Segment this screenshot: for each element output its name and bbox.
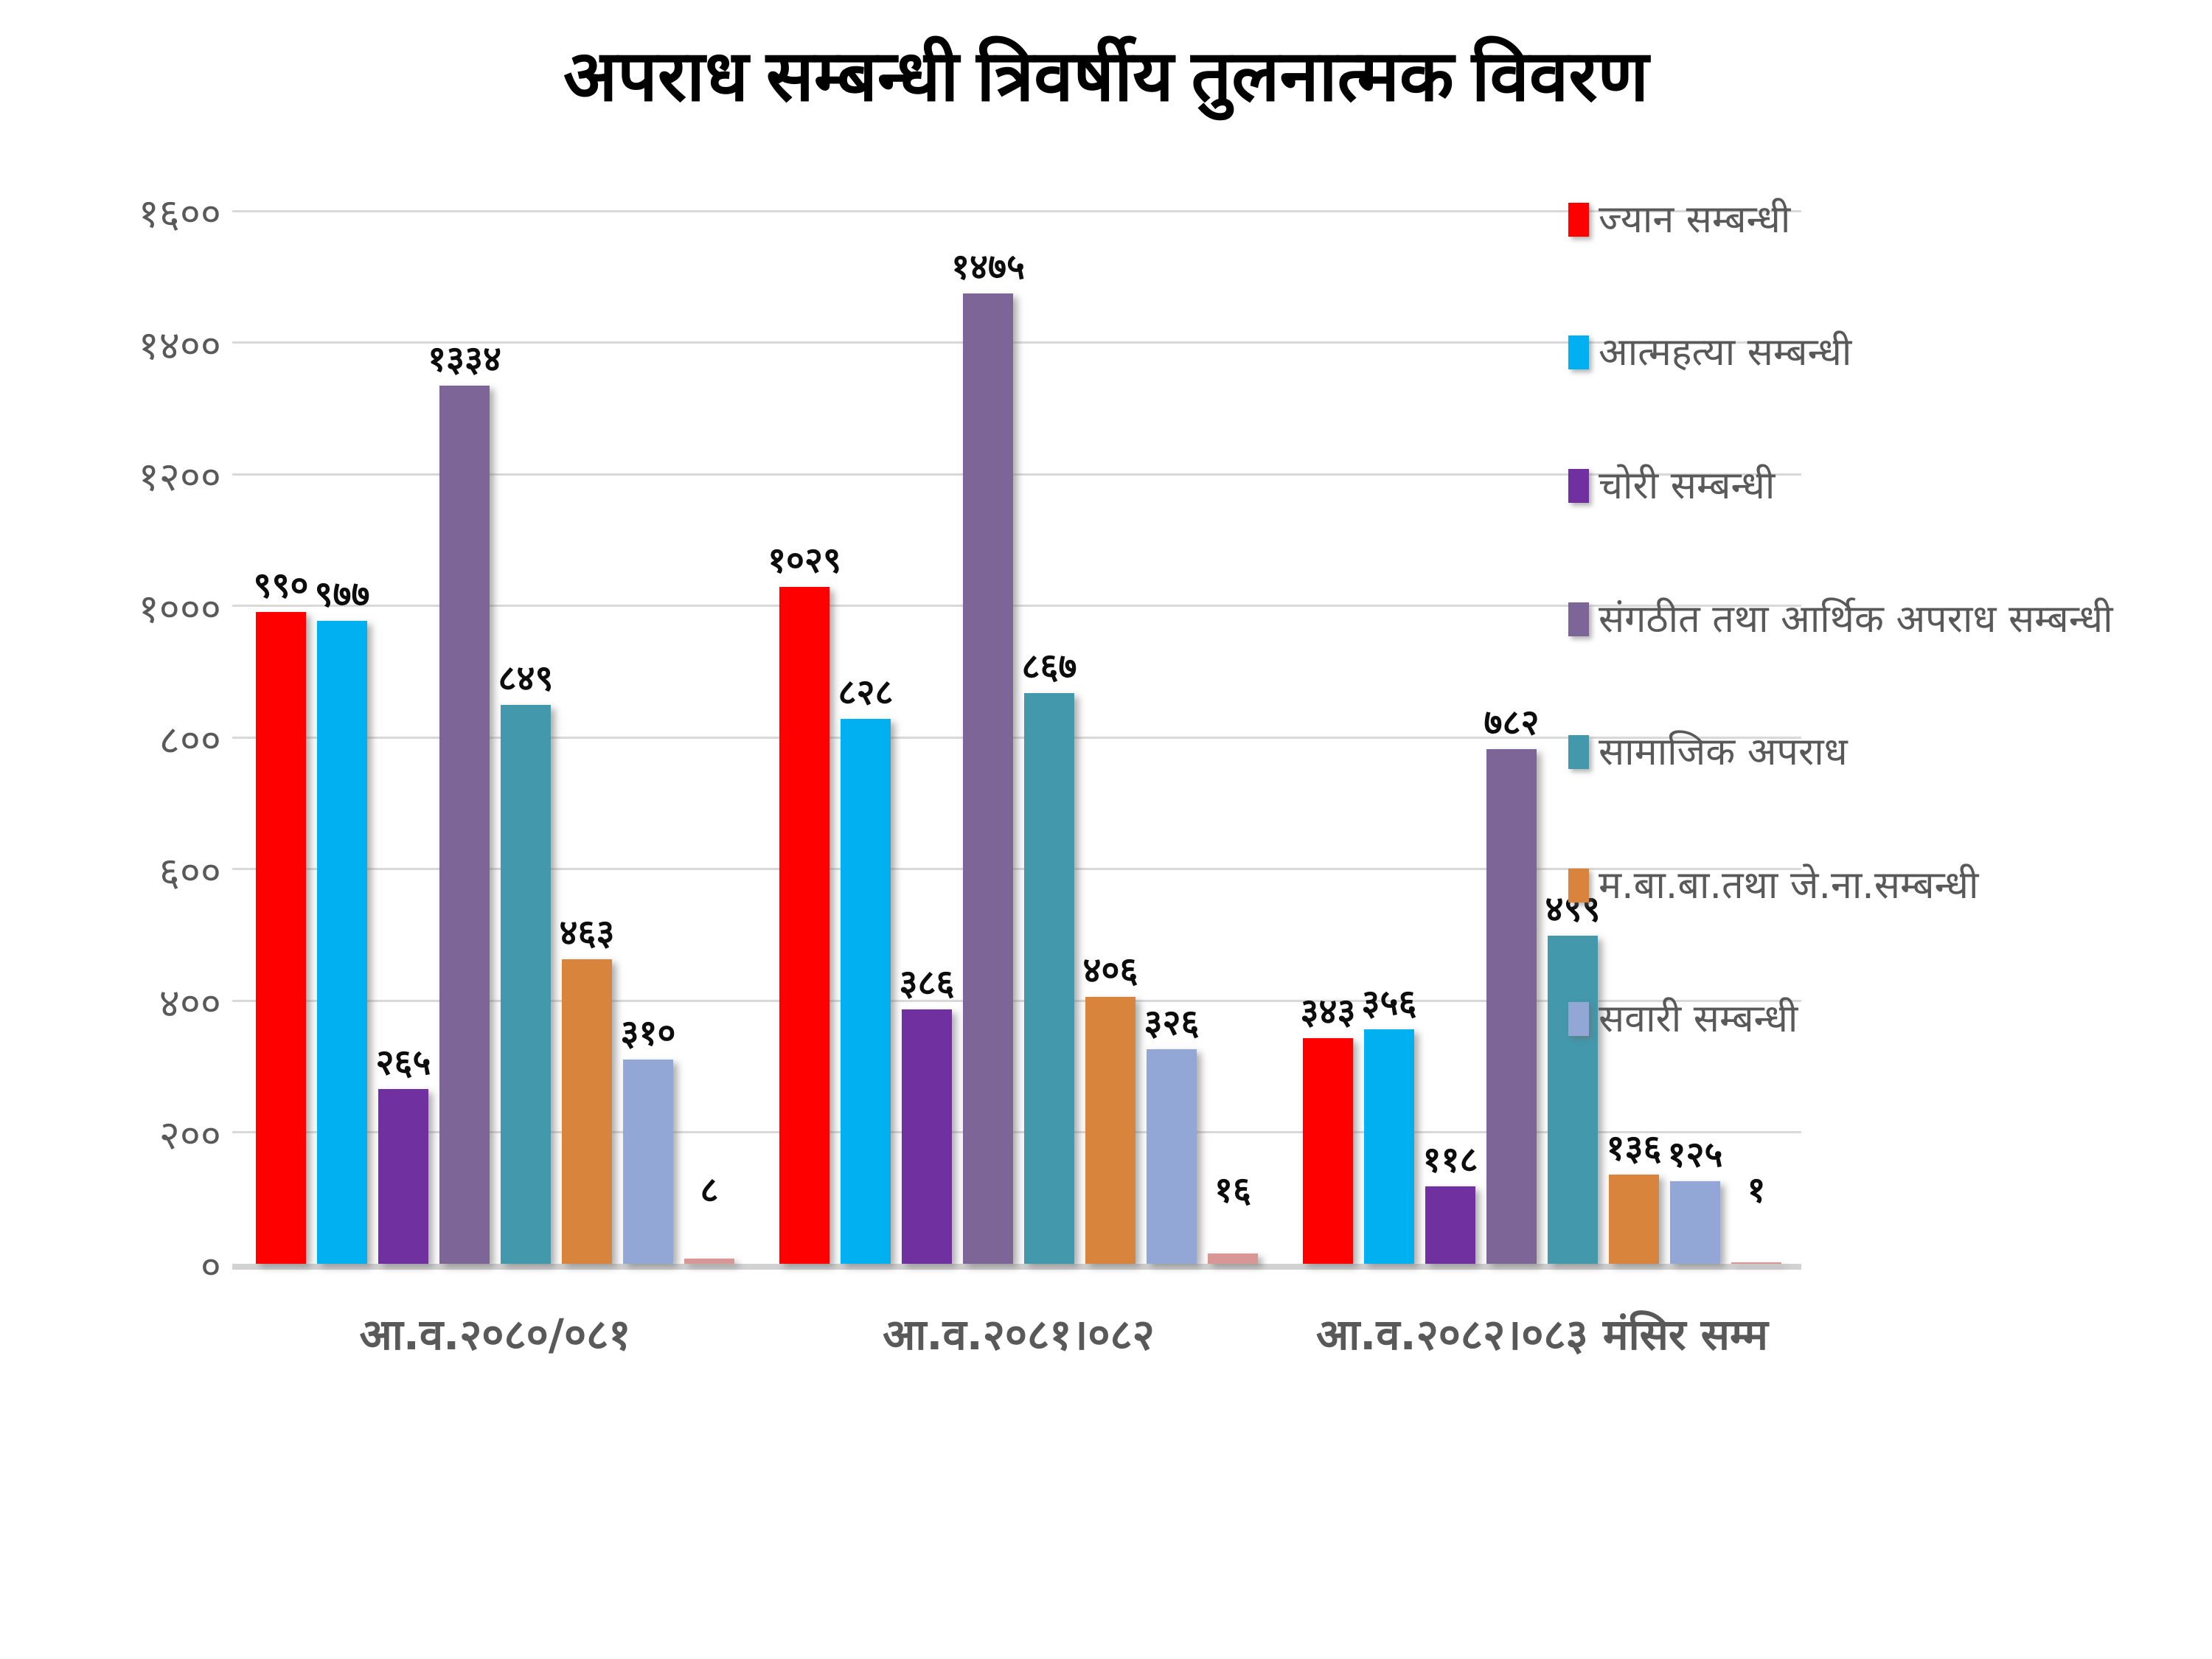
gridline [232,473,1801,476]
x-axis-category-label: आ.व.२०८१।०८२ [883,1310,1155,1360]
bar-value-label: ३५६ [1361,982,1417,1024]
bar [1085,996,1135,1264]
bar-value-label: ९७७ [314,574,370,616]
bar-value-label: ७८२ [1484,702,1540,744]
bar-value-label: १४७५ [951,246,1025,288]
legend-label: संगठीत तथा आर्थिक अपराध सम्बन्धी [1599,597,2113,641]
legend-swatch [1568,869,1589,902]
bar [1024,693,1074,1264]
bar [963,293,1013,1264]
bar [623,1060,673,1264]
legend-swatch [1568,1002,1589,1036]
y-axis-tick-label: १२०० [138,453,221,500]
bar [1670,1181,1720,1264]
bar [439,386,490,1264]
chart-title: अपराध सम्बन्धी त्रिवर्षीय तुलनात्मक विवर… [563,37,1649,116]
bar [1609,1174,1659,1264]
bar-value-label: १३३४ [428,338,501,380]
bar-value-label: २६५ [375,1042,431,1084]
y-axis-tick-label: ८०० [159,717,221,763]
legend-swatch [1568,335,1589,369]
x-axis-line [232,1264,1801,1270]
bar-value-label: ३१० [620,1012,676,1054]
bar [1486,749,1537,1264]
bar [378,1089,428,1264]
legend-label: म.बा.बा.तथा जे.ना.सम्बन्धी [1599,863,1979,908]
bar-value-label: १३६ [1606,1127,1662,1169]
legend-swatch [1568,469,1589,503]
y-axis-tick-label: २०० [159,1111,221,1158]
y-axis-tick-label: ४०० [159,980,221,1026]
bar [501,705,551,1264]
gridline [232,736,1801,739]
bar [1147,1049,1197,1264]
y-axis-tick-label: १४०० [138,321,221,369]
y-axis-tick-label: १६०० [138,190,221,237]
bar [841,719,891,1264]
bar [317,621,367,1264]
bar-value-label: ८२८ [838,672,894,713]
bar-value-label: ८४९ [498,658,554,700]
y-axis-tick-label: ६०० [159,848,221,895]
bar [562,959,612,1264]
bar [902,1009,952,1264]
bar [684,1258,734,1264]
bar-value-label: १०२९ [768,539,841,581]
bar [1303,1037,1353,1264]
legend-swatch [1568,602,1589,636]
gridline [232,868,1801,870]
bar-value-label: ४०६ [1082,949,1138,991]
bar [1208,1253,1258,1264]
gridline [232,999,1801,1002]
bar-value-label: ३४३ [1300,990,1356,1032]
bar [1364,1029,1414,1264]
bar-value-label: ३८६ [899,962,955,1004]
bar-value-label: ३२६ [1144,1002,1200,1044]
y-axis-tick-label: १००० [138,585,221,632]
gridline [232,341,1801,344]
legend-swatch [1568,203,1589,237]
bar-value-label: ८६७ [1021,646,1077,688]
legend-label: चोरी सम्बन्धी [1599,464,1775,508]
legend-label: ज्यान सम्बन्धी [1599,198,1791,242]
x-axis-category-label: आ.व.२०८२।०८३ मंसिर सम्म [1316,1310,1768,1360]
gridline [232,605,1801,607]
gridline [232,1131,1801,1133]
bar-value-label: १६ [1214,1169,1251,1211]
bar-value-label: ४६३ [559,911,615,953]
y-axis-tick-label: ० [200,1243,221,1290]
gridline [232,209,1801,212]
legend-label: आत्महत्या सम्बन्धी [1599,330,1852,375]
bar [1425,1186,1475,1264]
bar-value-label: ११८ [1422,1138,1478,1180]
bar [1548,935,1598,1264]
bar-value-label: १ [1747,1169,1766,1211]
bar-value-label: ९९० [253,565,309,607]
legend-swatch [1568,735,1589,769]
x-axis-category-label: आ.व.२०८०/०८१ [359,1310,631,1360]
bar-value-label: १२५ [1667,1134,1723,1176]
bar-value-label: ८ [700,1169,719,1211]
bar [256,612,306,1264]
bar [779,586,830,1264]
legend-label: सामाजिक अपराध [1599,730,1848,774]
legend-label: सवारी सम्बन्धी [1599,997,1798,1041]
bar [1731,1262,1781,1264]
